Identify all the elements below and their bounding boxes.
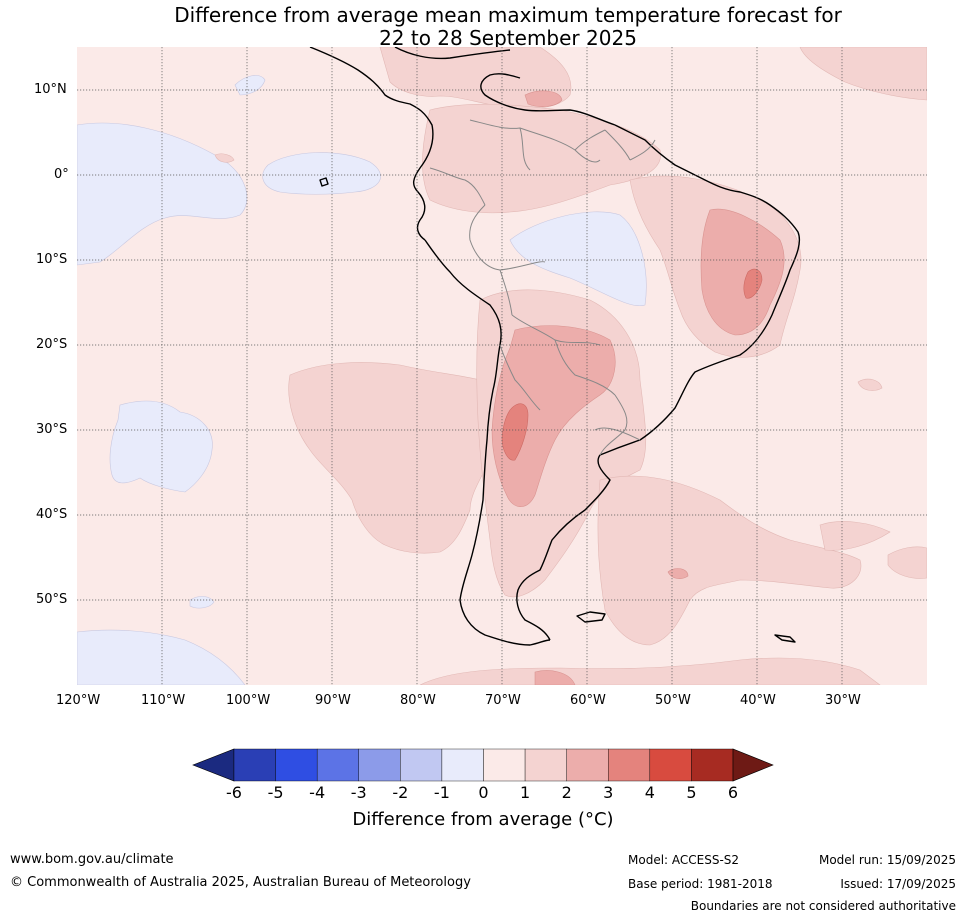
coastline-central-america-pacific: [309, 47, 434, 241]
lat-label-40s: 40°S: [36, 507, 68, 522]
colorbar-segment: [608, 748, 651, 782]
model-run-date: Model run: 15/09/2025: [818, 853, 956, 867]
lon-label-70w: 70°W: [485, 693, 521, 708]
colorbar-segment: [483, 748, 526, 782]
colorbar-extend-high: [732, 748, 774, 782]
colorbar-segment: [524, 748, 567, 782]
issued-date: Issued: 17/09/2025: [840, 877, 956, 891]
colorbar-tick-label: 4: [644, 783, 655, 802]
colorbar-extend-low: [192, 748, 235, 782]
cool-region-south-pacific: [109, 400, 213, 493]
colorbar-segment: [691, 748, 734, 782]
warm-region-southeast-pacific: [288, 362, 491, 554]
colorbar-tick-label: 0: [478, 783, 489, 802]
lat-label-30s: 30°S: [36, 422, 68, 437]
warm-region-small-atlantic: [857, 378, 883, 391]
coastline-northern-south-america: [480, 73, 616, 126]
lat-label-10s: 10°S: [36, 252, 68, 267]
colorbar-segment: [566, 748, 609, 782]
colorbar: [192, 748, 774, 782]
colorbar-tick-label: -5: [267, 783, 284, 802]
colorbar-tick-label: 5: [686, 783, 697, 802]
coastline-south-america-east: [516, 124, 801, 641]
map-title: Difference from average mean maximum tem…: [0, 4, 965, 50]
strong-region-brazil: [743, 268, 763, 299]
lon-label-120w: 120°W: [56, 693, 101, 708]
colorbar-tick-label: -2: [392, 783, 409, 802]
base-period: Base period: 1981-2018: [628, 877, 773, 891]
coastline-falklands: [576, 611, 606, 623]
colorbar-title: Difference from average (°C): [352, 809, 614, 830]
lat-label-0: 0°: [54, 167, 69, 182]
colorbar-tick-label: 2: [561, 783, 572, 802]
colorbar-tick-label: -6: [226, 783, 242, 802]
colorbar-segment: [441, 748, 484, 782]
copyright-text: © Commonwealth of Australia 2025, Austra…: [10, 875, 471, 890]
colorbar-segment: [233, 748, 276, 782]
colorbar-segment: [316, 748, 359, 782]
colorbar-segment: [649, 748, 692, 782]
colorbar-tick-label: 3: [603, 783, 614, 802]
warm-strong-regions: [501, 268, 763, 461]
warm-region-far-east: [887, 546, 927, 579]
coastline-south-georgia: [774, 634, 796, 643]
warm-region-south-atlantic: [597, 475, 862, 646]
coastlines: [309, 47, 801, 646]
lon-label-90w: 90°W: [315, 693, 351, 708]
lon-label-50w: 50°W: [655, 693, 691, 708]
lon-label-40w: 40°W: [740, 693, 776, 708]
colorbar-tick-label: 1: [519, 783, 531, 802]
coastline-caribbean-islands: [394, 47, 511, 60]
lon-label-30w: 30°W: [825, 693, 861, 708]
cool-region-amazon: [509, 211, 647, 307]
warm-region-pacific-blob: [214, 153, 235, 163]
model-name: Model: ACCESS-S2: [628, 853, 740, 867]
colorbar-segment: [400, 748, 443, 782]
lat-label-50s: 50°S: [36, 592, 68, 607]
strong-region-argentina: [501, 403, 529, 461]
title-line-2: 22 to 28 September 2025: [379, 26, 637, 50]
colorbar-tick-label: -4: [309, 783, 326, 802]
lon-label-80w: 80°W: [400, 693, 436, 708]
title-line-1: Difference from average mean maximum tem…: [174, 3, 842, 27]
lon-label-110w: 110°W: [141, 693, 186, 708]
website-link[interactable]: www.bom.gov.au/climate: [10, 852, 174, 867]
colorbar-tick-label: -3: [350, 783, 367, 802]
warm-region-north-atlantic: [799, 47, 927, 101]
moderate-region-southern: [534, 670, 576, 685]
moderate-region-caribbean: [524, 90, 563, 107]
warm-region-northern-sa: [422, 103, 661, 214]
cool-region-small-south: [189, 596, 215, 609]
coastline-galapagos: [319, 177, 329, 187]
colorbar-segment: [358, 748, 401, 782]
lat-label-20s: 20°S: [36, 337, 68, 352]
boundaries-disclaimer: Boundaries are not considered authoritat…: [690, 899, 956, 913]
country-borders: [429, 119, 656, 456]
cool-region-southwest: [77, 629, 246, 685]
warm-region-east-south-atlantic: [819, 521, 891, 551]
cool-region-galapagos: [262, 152, 381, 195]
graticule: [77, 47, 927, 685]
coastline-south-america-west: [424, 239, 551, 646]
lat-label-10n: 10°N: [34, 82, 67, 97]
colorbar-tick-label: 6: [727, 783, 739, 802]
moderate-region-atlantic-small: [667, 568, 689, 579]
moderate-region-northeast-brazil: [700, 208, 785, 336]
lon-label-100w: 100°W: [226, 693, 271, 708]
colorbar-segment: [275, 748, 318, 782]
lon-label-60w: 60°W: [570, 693, 606, 708]
colorbar-tick-label: -1: [433, 783, 450, 802]
